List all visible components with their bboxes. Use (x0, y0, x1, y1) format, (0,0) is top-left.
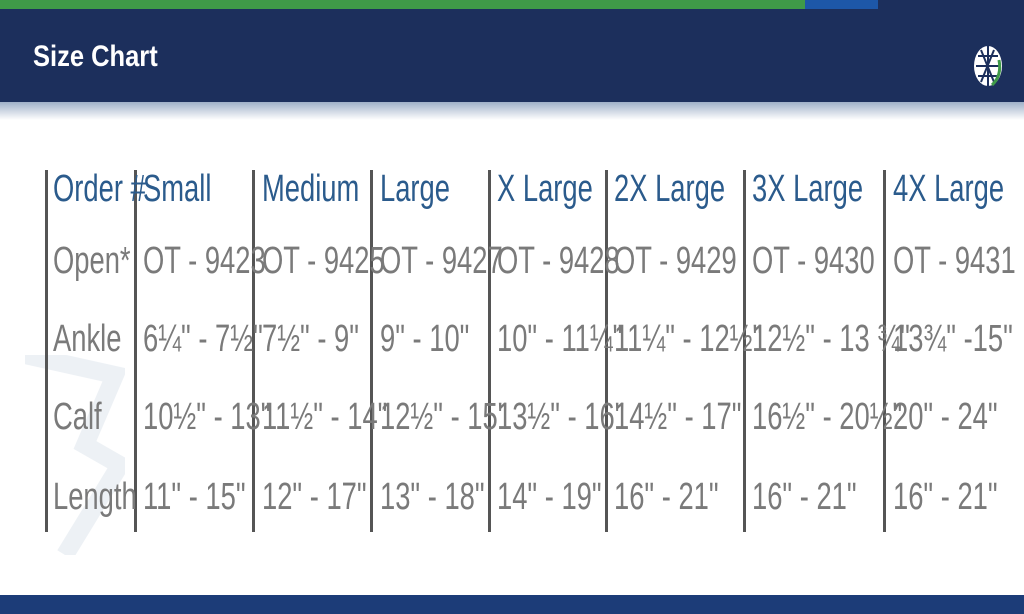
row-label: Length (53, 476, 137, 518)
blue-accent (805, 0, 878, 9)
table-cell: 10" - 11¼" (497, 318, 623, 360)
table-cell: OT - 9431 (893, 240, 1016, 282)
column-divider (252, 170, 255, 532)
table-cell: OT - 9430 (752, 240, 875, 282)
table-cell: OT - 9425 (262, 240, 385, 282)
table-cell: 10½" - 13" (143, 396, 271, 438)
bottom-bar (0, 595, 1024, 614)
column-header: Small (143, 168, 212, 210)
table-cell: 7½" - 9" (262, 318, 359, 360)
table-cell: 14" - 19" (497, 476, 602, 518)
row-label: Open* (53, 240, 131, 282)
table-cell: 16" - 21" (752, 476, 857, 518)
table-cell: 11½" - 14" (262, 396, 388, 438)
column-divider (488, 170, 491, 532)
header-bar: Size Chart (0, 12, 1024, 102)
table-cell: OT - 9423 (143, 240, 266, 282)
table-cell: 11¼" - 12½" (614, 318, 763, 360)
column-header: Large (380, 168, 450, 210)
column-header: 2X Large (614, 168, 726, 210)
table-cell: OT - 9427 (380, 240, 503, 282)
table-cell: 16" - 21" (614, 476, 719, 518)
page-title: Size Chart (33, 40, 158, 73)
column-header: 4X Large (893, 168, 1005, 210)
column-divider (370, 170, 373, 532)
row-label: Ankle (53, 318, 122, 360)
table-cell: OT - 9429 (614, 240, 737, 282)
table-cell: 12½" - 15" (380, 396, 508, 438)
table-cell: 16" - 21" (893, 476, 998, 518)
table-cell: 12" - 17" (262, 476, 367, 518)
row-label: Calf (53, 396, 102, 438)
column-divider (605, 170, 608, 532)
column-header: 3X Large (752, 168, 864, 210)
column-divider (743, 170, 746, 532)
table-cell: 6¼" - 7½" (143, 318, 263, 360)
column-header: X Large (497, 168, 593, 210)
top-accent-bar (0, 0, 1024, 12)
table-cell: 11" - 15" (143, 476, 246, 518)
green-accent (0, 0, 805, 9)
table-cell: 16½" - 20½" (752, 396, 903, 438)
table-cell: OT - 9428 (497, 240, 620, 282)
table-cell: 13½" - 16" (497, 396, 625, 438)
column-header: Order # (53, 168, 146, 210)
globe-logo-icon (974, 46, 1002, 87)
table-cell: 9" - 10" (380, 318, 470, 360)
table-cell: 12½" - 13 ¾" (752, 318, 910, 360)
column-header: Medium (262, 168, 360, 210)
table-cell: 14½" - 17" (614, 396, 742, 438)
table-cell: 13" - 18" (380, 476, 485, 518)
header-shadow (0, 102, 1024, 120)
table-cell: 13¾" -15" (893, 318, 1013, 360)
column-divider (134, 170, 137, 532)
column-divider (45, 170, 48, 532)
column-divider (883, 170, 886, 532)
watermark-logo-icon (25, 355, 125, 555)
table-cell: 20" - 24" (893, 396, 998, 438)
